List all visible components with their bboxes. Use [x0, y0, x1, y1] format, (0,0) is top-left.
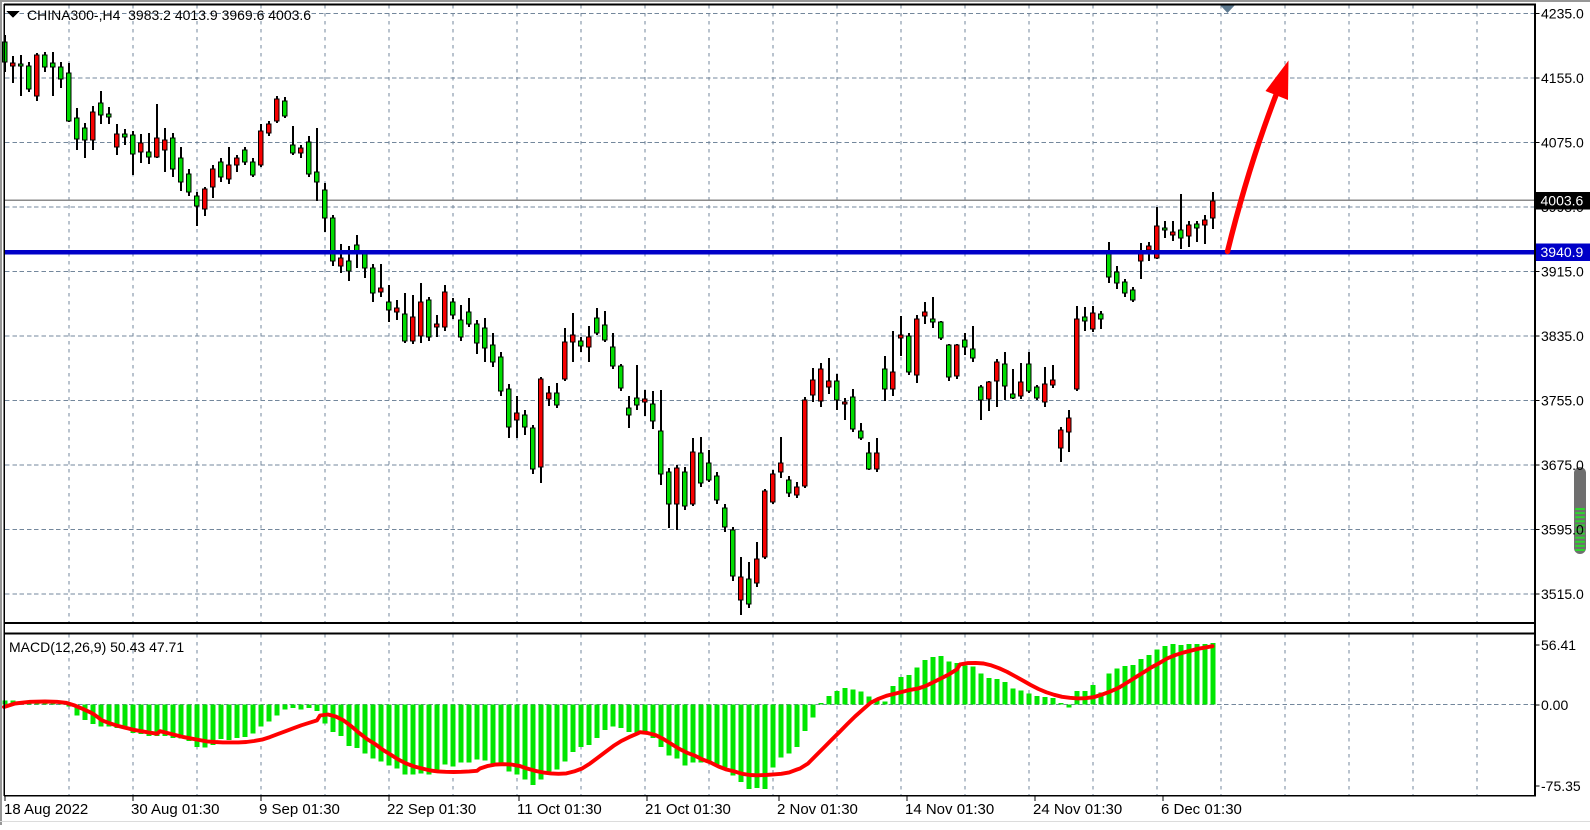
svg-text:18 Aug 2022: 18 Aug 2022 — [4, 801, 88, 818]
svg-text:3515.0: 3515.0 — [1541, 586, 1584, 602]
svg-text:14 Nov 01:30: 14 Nov 01:30 — [905, 801, 994, 818]
svg-text:-75.35: -75.35 — [1541, 778, 1581, 794]
svg-text:9 Sep 01:30: 9 Sep 01:30 — [259, 801, 340, 818]
svg-text:MACD(12,26,9) 50.43 47.71: MACD(12,26,9) 50.43 47.71 — [9, 639, 184, 655]
svg-text:4075.0: 4075.0 — [1541, 135, 1584, 151]
svg-text:3940.9: 3940.9 — [1541, 244, 1584, 260]
svg-text:3755.0: 3755.0 — [1541, 393, 1584, 409]
svg-text:3595.0: 3595.0 — [1541, 522, 1584, 538]
svg-text:4003.6: 4003.6 — [1541, 192, 1584, 208]
svg-text:21 Oct 01:30: 21 Oct 01:30 — [645, 801, 731, 818]
svg-text:3675.0: 3675.0 — [1541, 457, 1584, 473]
svg-text:4155.0: 4155.0 — [1541, 70, 1584, 86]
svg-text:4235.0: 4235.0 — [1541, 6, 1584, 22]
svg-text:2 Nov 01:30: 2 Nov 01:30 — [777, 801, 858, 818]
svg-text:30 Aug 01:30: 30 Aug 01:30 — [131, 801, 219, 818]
svg-text:24 Nov 01:30: 24 Nov 01:30 — [1033, 801, 1122, 818]
svg-text:6 Dec 01:30: 6 Dec 01:30 — [1161, 801, 1242, 818]
svg-text:0.00: 0.00 — [1541, 697, 1568, 713]
svg-text:22 Sep 01:30: 22 Sep 01:30 — [387, 801, 476, 818]
svg-text:11 Oct 01:30: 11 Oct 01:30 — [517, 801, 602, 818]
svg-text:3915.0: 3915.0 — [1541, 264, 1584, 280]
svg-text:56.41: 56.41 — [1541, 637, 1576, 653]
svg-text:CHINA300-,H4 3983.2 4013.9 39: CHINA300-,H4 3983.2 4013.9 3969.6 4003.6 — [27, 7, 311, 23]
svg-text:3835.0: 3835.0 — [1541, 328, 1584, 344]
